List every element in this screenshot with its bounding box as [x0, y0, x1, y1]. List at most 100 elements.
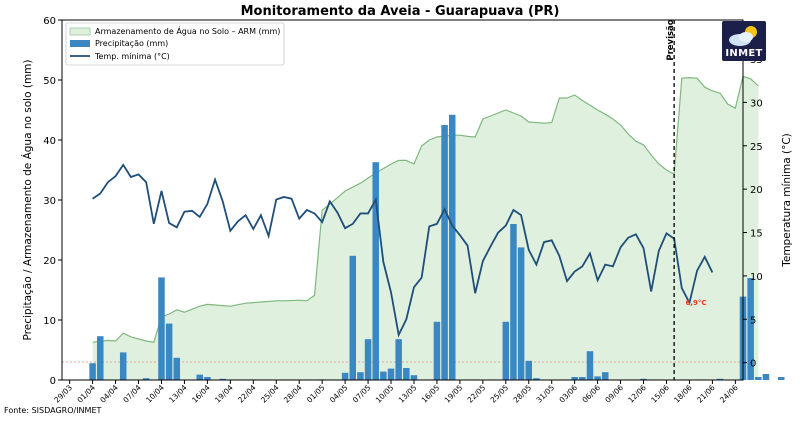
arm-line: [92, 75, 759, 343]
precip-bar: [142, 378, 150, 380]
y-right-tick-label: 30: [750, 98, 763, 109]
precip-bar: [165, 323, 173, 380]
precip-bar: [387, 368, 395, 380]
legend-arm-swatch: [69, 27, 91, 36]
y-left-tick-label: 60: [43, 16, 56, 27]
x-tick-label: 12/06: [626, 383, 648, 405]
x-tick-label: 28/05: [512, 383, 534, 405]
y-right-tick-label: 15: [750, 229, 763, 240]
x-tick-label: 15/06: [649, 383, 671, 405]
x-tick-label: 16/05: [420, 383, 442, 405]
precip-bar: [119, 352, 127, 380]
x-tick-label: 10/05: [374, 383, 396, 405]
legend-arm-label: Armazenamento de Água no Solo – ARM (mm): [95, 25, 280, 36]
x-tick-label: 04/04: [98, 383, 120, 405]
y-right-tick-label: 5: [750, 315, 756, 326]
x-tick-label: 10/04: [144, 383, 166, 405]
precip-bar: [510, 224, 517, 380]
x-tick-label: 25/05: [489, 383, 511, 405]
x-tick-label: 19/04: [213, 383, 235, 405]
forecast-label: Previsão: [666, 19, 676, 60]
precip-bar: [579, 377, 586, 380]
precip-bar: [517, 247, 525, 380]
x-tick-label: 19/05: [443, 383, 465, 405]
precip-bar: [219, 378, 226, 380]
y-right-tick-label: 25: [750, 142, 763, 153]
precip-bar: [571, 377, 578, 380]
x-tick-label: 24/06: [718, 383, 740, 405]
x-tick-label: 01/04: [75, 383, 97, 405]
y-left-tick-label: 40: [43, 136, 56, 147]
chart-title: Monitoramento da Aveia - Guarapuava (PR): [240, 4, 560, 19]
arm-area: [92, 76, 759, 381]
precip-bar: [89, 363, 96, 380]
legend: Armazenamento de Água no Solo – ARM (mm)…: [65, 22, 285, 66]
legend-precip-label: Precipitação (mm): [95, 39, 168, 48]
x-tick-label: 31/05: [534, 383, 556, 405]
precip-bar: [716, 378, 724, 380]
x-tick-label: 25/04: [259, 383, 281, 405]
x-tick-label: 16/04: [190, 383, 212, 405]
legend-box: [65, 22, 285, 66]
x-tick-label: 06/06: [580, 383, 602, 405]
y-right-tick-label: 10: [750, 272, 763, 283]
precip-bar: [640, 378, 647, 380]
y-left-tick-label: 0: [50, 376, 56, 387]
x-tick-label: 07/05: [351, 383, 373, 405]
y-right-tick-label: 0: [750, 359, 756, 370]
x-tick-label: 28/04: [282, 383, 304, 405]
x-tick-label: 22/05: [466, 383, 488, 405]
precip-bar: [357, 372, 364, 380]
y-right-axis-label: Temperatura mínima (°C): [781, 133, 793, 268]
precip-bar: [762, 374, 770, 380]
y-left-tick-label: 20: [43, 256, 56, 267]
y-left-tick-label: 50: [43, 76, 56, 87]
precip-bar: [372, 162, 379, 380]
precip-bar: [448, 114, 456, 381]
x-tick-label: 01/05: [305, 383, 327, 405]
x-tick-label: 03/06: [557, 383, 579, 405]
x-tick-label: 21/06: [695, 383, 717, 405]
precip-bar: [395, 339, 402, 380]
precip-bar: [747, 278, 754, 380]
precip-bar: [602, 372, 609, 380]
precip-bar: [196, 374, 203, 380]
precip-bar: [403, 368, 410, 380]
x-tick-label: 13/05: [397, 383, 419, 405]
precip-bar: [502, 321, 510, 380]
precip-bar: [341, 372, 349, 380]
x-tick-label: 22/04: [236, 383, 258, 405]
precip-bar: [778, 377, 785, 380]
legend-precip-swatch: [70, 40, 90, 47]
badge-text: INMET: [725, 48, 763, 59]
legend-tmin-label: Temp. mínima (°C): [94, 52, 170, 61]
precip-bar: [533, 378, 540, 380]
temp-annotation: 6,9°C: [685, 299, 706, 307]
inmet-logo: INMET: [722, 21, 766, 61]
cloud-sun-icon: [729, 26, 757, 46]
precip-bar: [594, 376, 601, 380]
precip-bar: [158, 277, 165, 380]
precip-bar: [97, 336, 104, 380]
tmin-line: [92, 163, 714, 338]
precip-bar: [349, 255, 357, 380]
y-left-tick-label: 30: [43, 196, 56, 207]
x-tick-label: 09/06: [603, 383, 625, 405]
precip-bar: [410, 375, 418, 380]
precip-bar: [586, 351, 594, 380]
precip-bar: [173, 357, 181, 380]
precip-bar: [204, 377, 211, 380]
y-right-tick-label: 20: [750, 185, 763, 196]
precip-bar: [364, 339, 372, 380]
x-tick-label: 13/04: [167, 383, 189, 405]
source-note: Fonte: SISDAGRO/INMET: [4, 406, 102, 415]
precip-bar: [525, 360, 533, 380]
y-left-tick-label: 10: [43, 316, 56, 327]
x-tick-label: 07/04: [121, 383, 143, 405]
precip-bar: [380, 371, 387, 380]
precip-bar: [755, 377, 762, 380]
precip-bar: [441, 125, 448, 380]
x-tick-label: 18/06: [672, 383, 694, 405]
